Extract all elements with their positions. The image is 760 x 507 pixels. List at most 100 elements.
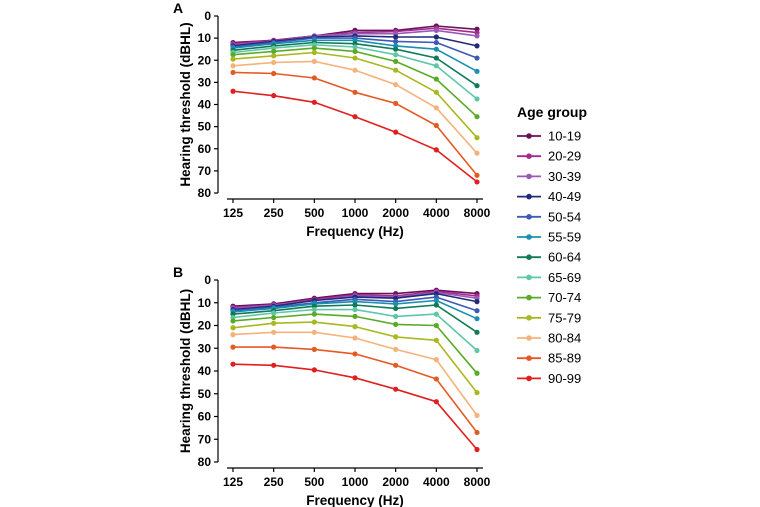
panel-a-data-point-60-64 <box>474 83 480 89</box>
panel-a-data-point-55-59 <box>433 46 439 52</box>
panel-b-x-tick-label: 250 <box>264 475 284 489</box>
panel-a-y-tick-label: 60 <box>198 142 212 156</box>
panel-b-data-point-70-74 <box>474 370 480 376</box>
panel-b-data-point-75-79 <box>230 325 236 331</box>
panel-b-data-point-75-79 <box>311 319 317 325</box>
panel-a-label: A <box>173 0 183 16</box>
panel-a-data-point-80-84 <box>474 150 480 156</box>
panel-b-data-point-55-59 <box>393 301 399 307</box>
panel-a-data-point-80-84 <box>352 67 358 73</box>
legend-item-label: 75-79 <box>548 310 581 325</box>
panel-a-data-point-85-89 <box>230 69 236 76</box>
panel-b-data-point-85-89 <box>230 344 236 350</box>
panel-b-data-point-60-64 <box>474 329 480 335</box>
panel-a-data-point-85-89 <box>311 75 317 81</box>
panel-b-y-tick-label: 30 <box>198 341 212 355</box>
panel-b-data-point-65-69 <box>311 306 317 313</box>
panel-a-data-point-70-74 <box>230 52 236 58</box>
panel-b-data-point-85-89 <box>271 344 277 350</box>
panel-a-data-point-90-99 <box>474 179 480 185</box>
panel-a-x-tick-label: 4000 <box>423 206 450 220</box>
panel-a-x-tick-label: 2000 <box>382 206 409 220</box>
panel-b-data-point-75-79 <box>433 337 439 343</box>
panel-a-data-point-55-59 <box>474 68 480 74</box>
panel-b-data-point-40-49 <box>474 299 480 305</box>
panel-b-x-tick-label: 2000 <box>382 475 409 489</box>
panel-b-data-point-70-74 <box>352 313 358 319</box>
panel-b-data-point-65-69 <box>271 310 277 316</box>
panel-b-data-point-75-79 <box>393 334 399 340</box>
panel-a-data-point-70-74 <box>311 45 317 51</box>
panel-b-data-point-60-64 <box>433 302 439 308</box>
panel-b-y-tick-label: 20 <box>198 319 212 333</box>
panel-b-x-tick-label: 4000 <box>423 475 450 489</box>
panel-a-x-tick-label: 1000 <box>342 206 369 220</box>
panel-a-x-tick-label: 8000 <box>464 206 491 220</box>
legend-swatch-marker <box>526 294 532 301</box>
legend-item-label: 20-29 <box>548 149 581 164</box>
panel-b-data-point-90-99 <box>474 446 480 453</box>
legend-item-label: 65-69 <box>548 270 581 285</box>
legend-item-label: 50-54 <box>548 209 581 224</box>
panel-b-data-point-80-84 <box>393 346 399 352</box>
panel-a-data-point-75-79 <box>474 135 480 141</box>
panel-a-data-point-50-54 <box>433 39 439 46</box>
panel-b-x-axis-title: Frequency (Hz) <box>306 493 404 507</box>
panel-a-data-point-70-74 <box>474 114 480 120</box>
panel-a-data-point-40-49 <box>433 34 439 40</box>
legend-swatch-marker <box>526 315 532 321</box>
legend-item-label: 40-49 <box>548 189 581 204</box>
panel-b-data-point-60-64 <box>393 305 399 312</box>
panel-a-data-point-65-69 <box>433 63 439 69</box>
panel-b-label: B <box>173 264 183 280</box>
legend-swatch-marker <box>526 193 532 200</box>
panel-b-x-tick-label: 1000 <box>342 475 369 489</box>
panel-a-x-axis-title: Frequency (Hz) <box>306 224 404 239</box>
panel-b-y-tick-label: 10 <box>198 296 212 310</box>
panel-b-data-point-75-79 <box>271 320 277 326</box>
panel-b-data-point-80-84 <box>271 329 277 335</box>
panel-a-data-point-85-89 <box>271 70 277 77</box>
panel-a-data-point-70-74 <box>352 48 358 55</box>
panel-a-data-point-70-74 <box>433 76 439 82</box>
panel-a-chart: A 0 10 20 30 40 50 60 70 80 125 250 500 1000 2000 4000 8… <box>173 0 491 239</box>
panel-a-data-point-65-69 <box>474 96 480 102</box>
panel-b-data-point-75-79 <box>474 390 480 396</box>
legend-swatch-marker <box>526 355 532 362</box>
panel-b-x-tick-label: 125 <box>223 475 243 489</box>
panel-a-series-line-85-89 <box>232 71 478 176</box>
legend-title: Age group <box>517 104 587 120</box>
panel-b-data-point-80-84 <box>352 335 358 341</box>
legend: Age group 10-19 20-29 30-39 40-49 50-54 55-59 6… <box>517 104 587 386</box>
panel-a-data-point-70-74 <box>393 58 399 64</box>
panel-b-data-point-70-74 <box>230 318 236 324</box>
panel-b-data-point-80-84 <box>433 357 439 363</box>
panel-a-data-point-40-49 <box>474 43 480 49</box>
panel-a-y-tick-label: 70 <box>198 164 212 178</box>
panel-a-x-tick-label: 250 <box>264 206 284 220</box>
panel-a-data-point-85-89 <box>474 172 480 178</box>
panel-a-data-point-85-89 <box>393 100 399 106</box>
panel-a-data-point-65-69 <box>393 52 399 58</box>
panel-a-data-point-80-84 <box>433 105 439 111</box>
panel-b-data-point-90-99 <box>352 375 358 381</box>
panel-a-data-point-90-99 <box>433 147 439 153</box>
panel-a-data-point-70-74 <box>271 48 277 55</box>
panel-a-data-point-60-64 <box>433 55 439 61</box>
panel-a-data-point-90-99 <box>393 129 399 135</box>
panel-b-data-point-85-89 <box>352 351 358 357</box>
panel-b-y-tick-label: 70 <box>198 432 212 446</box>
panel-a-data-point-50-54 <box>474 55 480 61</box>
legend-swatch-marker <box>526 254 532 260</box>
panel-b-data-point-90-99 <box>311 367 317 373</box>
panel-a-data-point-90-99 <box>271 93 277 99</box>
panel-b-data-point-90-99 <box>230 361 236 367</box>
legend-swatch-marker <box>526 173 532 180</box>
panel-b-data-point-65-69 <box>352 306 358 313</box>
panel-a-y-tick-label: 50 <box>198 120 212 134</box>
legend-item-label: 90-99 <box>548 371 581 386</box>
legend-item-label: 30-39 <box>548 169 581 184</box>
panel-a-series-line-80-84 <box>232 60 478 154</box>
panel-a-x-tick-label: 500 <box>304 206 324 220</box>
